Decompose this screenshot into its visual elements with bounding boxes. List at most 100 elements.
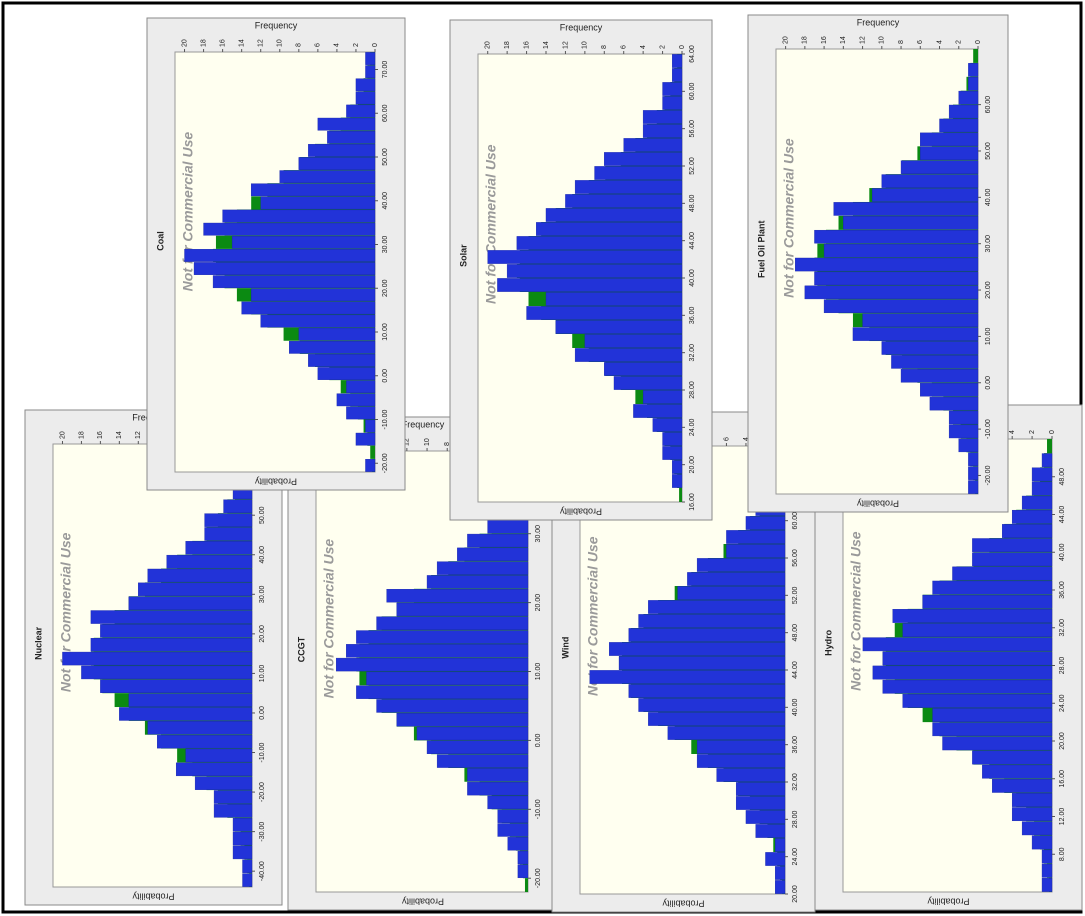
bar (355, 432, 376, 446)
bar (662, 82, 683, 96)
x-tick-label: 36.00 (792, 736, 799, 754)
bar (932, 722, 1053, 737)
x-tick-label: -10.00 (382, 409, 389, 429)
histogram-panel: Not for Commercial Use -20.00 -10.00 0.00 10… (287, 416, 559, 911)
y-tick-label: 0 (975, 40, 982, 44)
y2-axis-label: Probability (401, 897, 444, 907)
watermark: Not for Commercial Use (483, 144, 499, 304)
bar (833, 202, 979, 216)
bar (250, 183, 376, 197)
y-tick-label: 14 (840, 36, 847, 44)
bar (193, 262, 376, 275)
bar (365, 459, 376, 472)
chart-title: Coal (155, 231, 165, 251)
y-tick-label: 14 (239, 39, 246, 47)
bar (204, 513, 253, 527)
x-tick-label: -20.00 (259, 782, 266, 802)
bar (355, 91, 376, 105)
bar (232, 845, 253, 860)
bar (900, 160, 979, 174)
bar (968, 466, 979, 480)
bar (260, 314, 376, 328)
bar (250, 288, 376, 302)
bar (687, 572, 786, 586)
x-tick-label: 48.00 (792, 624, 799, 642)
bar (920, 132, 979, 147)
x-tick-label: 36.00 (689, 306, 696, 324)
histogram-panel: Not for Commercial Use -20.00 -10.00 0.00 10… (747, 14, 1009, 513)
bar (356, 685, 529, 699)
bar (992, 778, 1053, 793)
y-tick-label: 2 (353, 43, 360, 47)
bar (618, 656, 786, 670)
x-tick-label: 28.00 (689, 381, 696, 399)
bar (892, 609, 1053, 623)
bar (942, 736, 1053, 751)
y-tick-label: 16 (97, 431, 104, 439)
x-tick-label: 0.00 (535, 733, 542, 747)
bar (642, 124, 683, 138)
x-tick-label: -20.00 (382, 453, 389, 473)
bar (1002, 524, 1053, 538)
bar (565, 194, 683, 208)
bar (185, 541, 253, 555)
y2-axis-label: Probability (856, 499, 899, 509)
x-tick-label: 36.00 (1059, 581, 1066, 599)
bar (147, 721, 253, 735)
bar (536, 222, 683, 236)
bar (872, 665, 1053, 680)
x-tick-label: 8.00 (1059, 847, 1066, 861)
bar (932, 580, 1053, 595)
x-tick-label: 44.00 (689, 232, 696, 250)
x-tick-label: 70.00 (382, 61, 389, 79)
bar (745, 516, 786, 530)
bar (1041, 453, 1053, 468)
bar (1011, 807, 1053, 822)
y-tick-label: 0 (372, 43, 379, 47)
bar (147, 568, 253, 583)
y-tick-label: 16 (821, 36, 828, 44)
bar (376, 616, 529, 630)
y2-axis-label: Probability (559, 507, 602, 517)
histogram-panel: Not for Commercial Use 20.00 24.00 28.00 32.… (551, 411, 816, 913)
chart-title: Nuclear (33, 626, 43, 660)
bar (317, 367, 376, 380)
bar (628, 628, 786, 642)
fit-curve (524, 878, 529, 892)
x-tick-label: 60.00 (689, 82, 696, 100)
x-tick-label: 56.00 (689, 120, 696, 138)
bar (232, 817, 253, 832)
y-tick-label: 16 (523, 41, 530, 49)
bar (62, 651, 253, 666)
bar (882, 679, 1053, 694)
bar (1031, 481, 1053, 496)
bar (574, 180, 683, 194)
bar (814, 271, 979, 286)
bar (972, 750, 1053, 765)
bar (843, 216, 979, 230)
y-tick-label: 8 (444, 442, 451, 446)
chart-title: Hydro (823, 629, 833, 656)
x-tick-label: 50.00 (985, 142, 992, 160)
bar (958, 438, 979, 453)
x-tick-label: 24.00 (1059, 694, 1066, 712)
bar (948, 104, 979, 119)
x-tick-label: 10.00 (985, 328, 992, 346)
x-tick-label: -10.00 (985, 419, 992, 439)
bar (185, 748, 253, 763)
fit-curve (370, 445, 376, 459)
bar (436, 561, 529, 575)
x-tick-label: 40.00 (689, 269, 696, 287)
bar (545, 292, 683, 306)
bar (795, 257, 979, 272)
y-tick-label: 10 (879, 36, 886, 44)
y-tick-label: 4 (743, 437, 750, 441)
bar (128, 693, 253, 707)
bar (279, 170, 376, 184)
bar (775, 880, 786, 894)
y-tick-label: 4 (936, 40, 943, 44)
bar (487, 795, 529, 810)
bar (613, 376, 683, 390)
x-tick-label: 16.00 (1059, 770, 1066, 788)
